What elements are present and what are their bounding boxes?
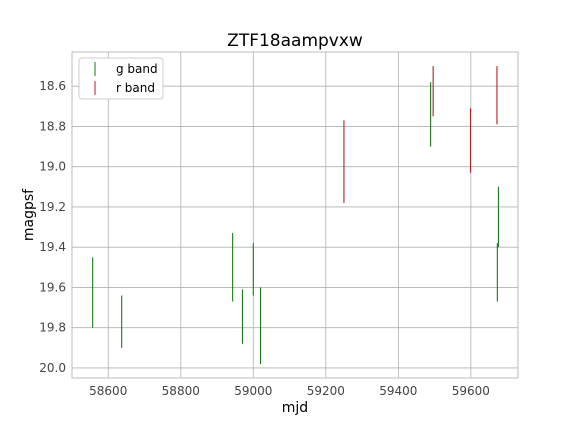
y-tick-labels: 18.6 18.8 19.0 19.2 19.4 19.6 19.8 20.0 — [39, 79, 66, 375]
y-tick-label: 19.0 — [39, 160, 66, 174]
y-tick-label: 20.0 — [39, 361, 66, 375]
x-tick-label: 59000 — [234, 384, 272, 398]
y-axis-label: magpsf — [21, 188, 37, 241]
x-tick-label: 58600 — [89, 384, 127, 398]
legend-box — [78, 57, 164, 100]
legend: g band r band — [78, 57, 164, 100]
y-tick-label: 19.6 — [39, 280, 66, 294]
y-tick-label: 19.8 — [39, 321, 66, 335]
legend-label-g-band: g band — [116, 62, 158, 76]
data-marks — [92, 66, 499, 364]
x-tick-labels: 58600 58800 59000 59200 59400 59600 — [89, 384, 490, 398]
y-tick-label: 19.2 — [39, 200, 66, 214]
x-tick-label: 59400 — [379, 384, 417, 398]
plot-frame — [71, 51, 519, 379]
y-tick-label: 18.8 — [39, 119, 66, 133]
grid-lines — [72, 52, 518, 378]
legend-label-r-band: r band — [116, 81, 155, 95]
y-tick-label: 18.6 — [39, 79, 66, 93]
x-tick-label: 59200 — [307, 384, 345, 398]
chart-title: ZTF18aampvxw — [227, 31, 363, 51]
x-tick-label: 58800 — [162, 384, 200, 398]
x-axis-label: mjd — [282, 400, 308, 416]
x-tick-label: 59600 — [452, 384, 490, 398]
y-tick-label: 19.4 — [39, 240, 66, 254]
